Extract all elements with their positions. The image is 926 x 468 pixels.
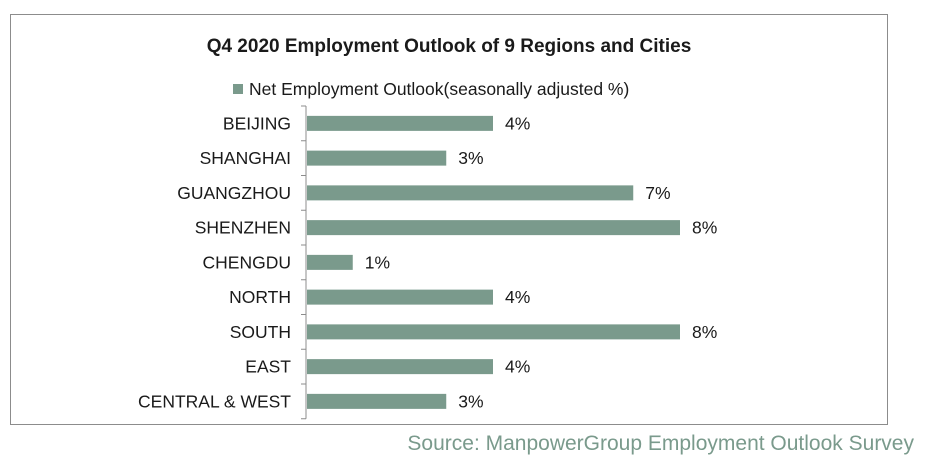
category-axis bbox=[301, 105, 307, 420]
value-label: 3% bbox=[458, 391, 483, 411]
bar-central-west bbox=[307, 393, 447, 409]
category-label: SHANGHAI bbox=[200, 148, 291, 168]
value-label: 3% bbox=[458, 148, 483, 168]
category-label: SHENZHEN bbox=[195, 218, 291, 238]
value-label: 7% bbox=[645, 183, 670, 203]
bar-chengdu bbox=[307, 254, 353, 270]
value-labels: 4% 3% 7% 8% 1% 4% 8% 4% 3% bbox=[365, 113, 718, 411]
category-label: GUANGZHOU bbox=[177, 183, 291, 203]
category-label: EAST bbox=[245, 357, 291, 377]
bar-east bbox=[307, 359, 493, 375]
value-label: 1% bbox=[365, 252, 390, 272]
bars bbox=[307, 115, 680, 409]
value-label: 4% bbox=[505, 357, 530, 377]
category-label: CHENGDU bbox=[203, 252, 291, 272]
legend-label: Net Employment Outlook(seasonally adjust… bbox=[249, 79, 629, 99]
category-label: NORTH bbox=[229, 287, 291, 307]
category-label: CENTRAL & WEST bbox=[138, 391, 291, 411]
category-labels: BEIJING SHANGHAI GUANGZHOU SHENZHEN CHENGDU N… bbox=[138, 113, 291, 411]
source-note: Source: ManpowerGroup Employment Outlook… bbox=[407, 432, 914, 455]
category-label: BEIJING bbox=[223, 113, 291, 133]
bar-shenzhen bbox=[307, 220, 680, 236]
bar-south bbox=[307, 324, 680, 340]
value-label: 8% bbox=[692, 218, 717, 238]
value-label: 8% bbox=[692, 322, 717, 342]
value-label: 4% bbox=[505, 113, 530, 133]
bar-north bbox=[307, 289, 493, 305]
chart-title: Q4 2020 Employment Outlook of 9 Regions … bbox=[207, 36, 692, 57]
chart-frame bbox=[10, 14, 888, 425]
bar-chart: Q4 2020 Employment Outlook of 9 Regions … bbox=[138, 36, 718, 420]
category-label: SOUTH bbox=[230, 322, 291, 342]
bar-guangzhou bbox=[307, 185, 634, 201]
value-label: 4% bbox=[505, 287, 530, 307]
legend: Net Employment Outlook(seasonally adjust… bbox=[233, 79, 629, 99]
legend-swatch bbox=[233, 84, 243, 94]
bar-shanghai bbox=[307, 150, 447, 166]
bar-beijing bbox=[307, 115, 493, 131]
